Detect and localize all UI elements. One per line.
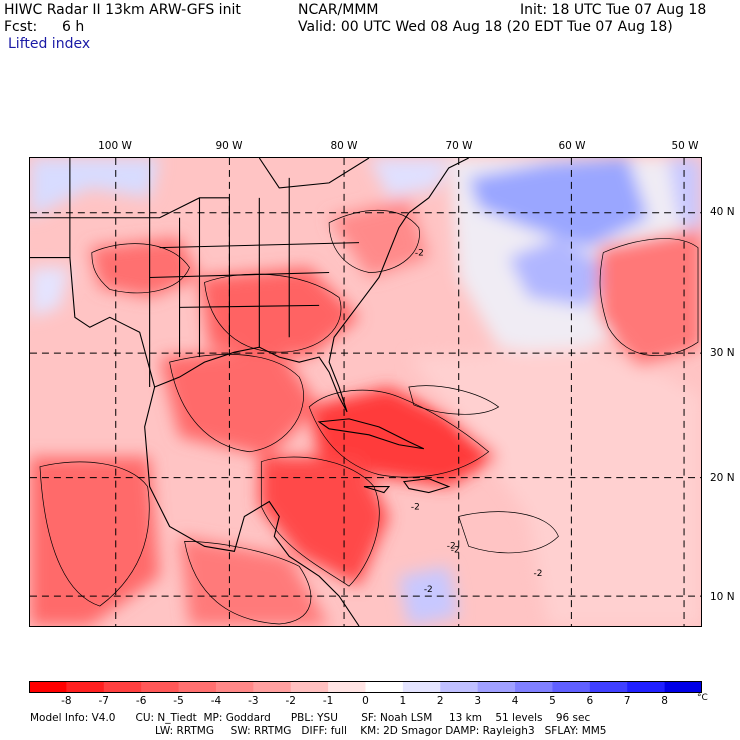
lon-label-100w: 100 W (98, 140, 132, 152)
contour-label: -2 (415, 249, 424, 259)
lat-label-10n: 10 N (710, 591, 735, 603)
lon-label-80w: 80 W (330, 140, 358, 152)
lat-label-20n: 20 N (710, 472, 735, 484)
colorbar-segment (29, 681, 67, 693)
colorbar-segment (552, 681, 591, 693)
colorbar-tick-label: -7 (98, 695, 110, 707)
colorbar-tick-label: -1 (322, 695, 334, 707)
lon-label-70w: 70 W (445, 140, 473, 152)
colorbar-tick-label: 8 (661, 695, 668, 707)
valid-time: Valid: 00 UTC Wed 08 Aug 18 (20 EDT Tue … (298, 19, 673, 35)
colorbar-tick-label: -4 (210, 695, 222, 707)
colorbar-unit: °C (697, 693, 708, 703)
colorbar-tick-label: -6 (135, 695, 147, 707)
colorbar (29, 681, 702, 693)
field-name: Lifted index (8, 36, 91, 52)
colorbar-tick-label: 5 (549, 695, 556, 707)
lon-label-60w: 60 W (558, 140, 586, 152)
colorbar-tick-label: 4 (511, 695, 519, 707)
contour-label: -2 (411, 503, 420, 513)
colorbar-segment (178, 681, 217, 693)
colorbar-segment (477, 681, 516, 693)
colorbar-segment (328, 681, 366, 693)
li-contours (39, 210, 699, 625)
map-title: HIWC Radar II 13km ARW-GFS init (4, 2, 241, 18)
colorbar-tick-label: 7 (623, 695, 631, 707)
colorbar-tick-label: 2 (436, 695, 444, 707)
colorbar-border (29, 681, 702, 693)
field-shading (30, 158, 701, 626)
lat-label-30n: 30 N (710, 347, 735, 359)
colorbar-segment (215, 681, 254, 693)
forecast-label: Fcst: (4, 19, 38, 35)
colorbar-tick-label: 0 (362, 695, 369, 707)
colorbar-tick-label: -3 (248, 695, 259, 707)
lon-label-50w: 50 W (671, 140, 699, 152)
contour-label: -2 (424, 585, 433, 595)
colorbar-tick-label: 3 (474, 695, 481, 707)
colorbar-segment (290, 681, 329, 693)
colorbar-tick-label: 1 (399, 695, 407, 707)
organization: NCAR/MMM (298, 2, 379, 18)
colorbar-segment (365, 681, 404, 693)
colorbar-tick-label: -5 (173, 695, 184, 707)
lon-label-90w: 90 W (215, 140, 243, 152)
colorbar-segment (627, 681, 666, 693)
colorbar-segment (515, 681, 553, 693)
colorbar-segment (253, 681, 292, 693)
colorbar-tick-label: -8 (61, 695, 72, 707)
model-info-line-2: LW: RRTMG SW: RRTMG DIFF: full KM: 2D Sm… (155, 725, 607, 737)
model-info-line-1: Model Info: V4.0 CU: N_Tiedt MP: Goddard… (30, 712, 591, 724)
colorbar-segment (402, 681, 441, 693)
contour-label: -2 (533, 569, 542, 579)
colorbar-segment (664, 681, 702, 693)
colorbar-segment (440, 681, 479, 693)
forecast-hour: 6 h (62, 19, 85, 35)
lifted-index-map: -2 -2 -2 -2 -2 -2 (29, 157, 702, 627)
contour-label: -2 (447, 541, 456, 551)
colorbar-tick-label: 6 (586, 695, 594, 707)
colorbar-segment (141, 681, 180, 693)
lat-label-40n: 40 N (710, 206, 735, 218)
colorbar-segment (66, 681, 105, 693)
colorbar-segment (589, 681, 628, 693)
init-time: Init: 18 UTC Tue 07 Aug 18 (520, 2, 707, 18)
colorbar-tick-label: -2 (285, 695, 296, 707)
coastlines (30, 158, 469, 626)
colorbar-segment (103, 681, 142, 693)
contour-label: -2 (451, 545, 460, 555)
